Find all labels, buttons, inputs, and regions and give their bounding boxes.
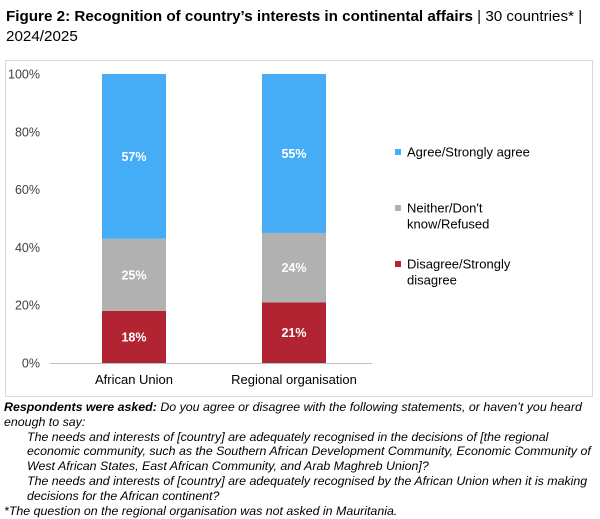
y-tick-label: 80% xyxy=(15,125,40,139)
stacked-bar-chart: 0% 20% 40% 60% 80% 100% 18% 25% 57% African Union… xyxy=(8,68,530,388)
legend-swatch xyxy=(395,205,401,211)
figure-title: Figure 2: Recognition of country’s inter… xyxy=(6,7,596,47)
legend-label: know/Refused xyxy=(407,217,489,232)
question-african-union: The needs and interests of [country] are… xyxy=(27,473,588,503)
figure-title-main: Figure 2: Recognition of country’s inter… xyxy=(6,8,473,25)
bar-data-label: 55% xyxy=(281,147,306,161)
x-category-label: African Union xyxy=(95,372,173,387)
bar-segment xyxy=(262,232,326,303)
legend-label: Neither/Don't xyxy=(407,201,483,216)
respondents-asked-text: Do you agree or disagree with the follow… xyxy=(4,400,582,429)
y-tick-label: 40% xyxy=(15,241,40,255)
bar-data-label: 25% xyxy=(121,268,146,282)
bar-segment xyxy=(102,238,166,311)
respondents-asked: Respondents were asked: Do you agree or … xyxy=(4,400,598,430)
figure-title-subtitle: | 30 countries* | 2024/2025 xyxy=(6,8,583,45)
bar-data-label: 18% xyxy=(121,330,146,344)
legend-label: Agree/Strongly agree xyxy=(407,145,530,160)
y-tick-label: 20% xyxy=(15,299,40,313)
x-category-label: Regional organisation xyxy=(231,372,357,387)
legend-label: disagree xyxy=(407,273,457,288)
footnote: Respondents were asked: Do you agree or … xyxy=(4,400,598,518)
bar-data-label: 21% xyxy=(281,326,306,340)
bar-segment xyxy=(102,310,166,363)
y-tick-label: 0% xyxy=(22,357,40,371)
bar-segment xyxy=(102,74,166,239)
bar-segment xyxy=(262,302,326,363)
y-tick-label: 100% xyxy=(8,68,40,82)
question-regional: The needs and interests of [country] are… xyxy=(27,429,591,474)
y-tick-label: 60% xyxy=(15,183,40,197)
mauritania-note: *The question on the regional organisati… xyxy=(4,503,398,518)
legend-swatch xyxy=(395,261,401,267)
legend-swatch xyxy=(395,149,401,155)
bar-data-label: 24% xyxy=(281,261,306,275)
bar-segment xyxy=(262,74,326,233)
bar-data-label: 57% xyxy=(121,150,146,164)
respondents-asked-label: Respondents were asked: xyxy=(4,400,157,414)
legend-label: Disagree/Strongly xyxy=(407,257,511,272)
chart-frame xyxy=(5,60,593,397)
